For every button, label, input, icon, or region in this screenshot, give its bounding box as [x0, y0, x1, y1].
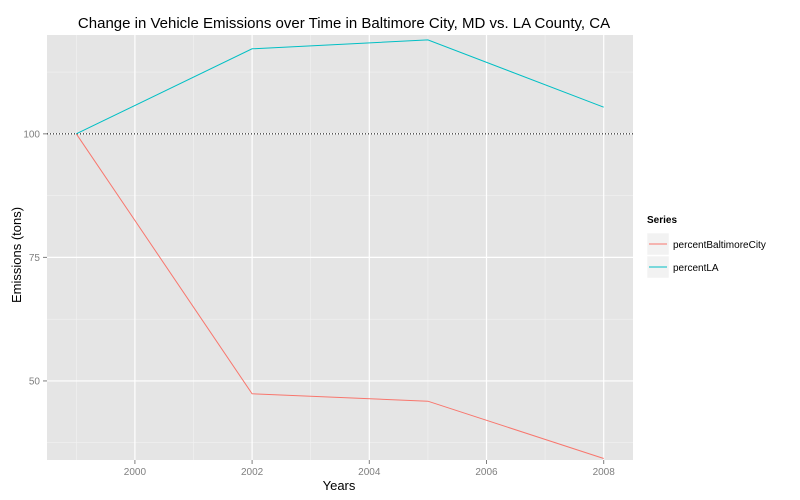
- x-tick-label: 2002: [241, 467, 264, 478]
- series-lines: [75, 39, 604, 459]
- x-tick-label: 2004: [358, 467, 381, 478]
- y-axis-ticks: 50 75 100: [23, 129, 47, 387]
- legend-label: percentBaltimoreCity: [673, 240, 766, 251]
- y-tick-label: 100: [23, 129, 40, 140]
- series-line-percentbaltimorecity: [75, 133, 604, 459]
- x-tick-label: 2006: [475, 467, 498, 478]
- series-line-percentla: [76, 39, 604, 135]
- chart-title: Change in Vehicle Emissions over Time in…: [78, 15, 610, 32]
- legend-label: percentLA: [673, 263, 719, 274]
- x-axis-ticks: 2000 2002 2004 2006 2008: [124, 460, 615, 478]
- y-tick-label: 75: [29, 253, 41, 264]
- major-gridlines: [47, 35, 633, 460]
- legend-title: Series: [647, 215, 677, 226]
- y-tick-label: 50: [29, 376, 41, 387]
- x-tick-label: 2008: [593, 467, 616, 478]
- legend: Series percentBaltimoreCity percentLA: [646, 215, 766, 279]
- x-tick-label: 2000: [124, 467, 147, 478]
- y-axis-title: Emissions (tons): [9, 207, 24, 303]
- plot-panel: [47, 35, 633, 460]
- x-axis-title: Years: [323, 478, 356, 493]
- minor-gridlines: [47, 35, 633, 460]
